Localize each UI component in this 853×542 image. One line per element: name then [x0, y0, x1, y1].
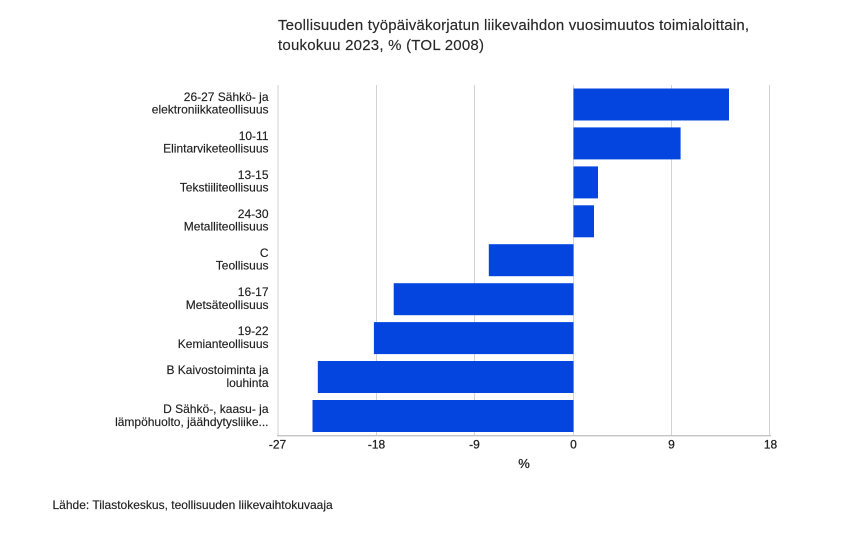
svg-text:0: 0 [570, 438, 577, 452]
svg-text:louhinta: louhinta [226, 376, 268, 390]
svg-text:Kemianteollisuus: Kemianteollisuus [178, 337, 269, 351]
svg-text:toukokuu 2023, % (TOL 2008): toukokuu 2023, % (TOL 2008) [278, 37, 484, 54]
svg-text:Metsäteollisuus: Metsäteollisuus [186, 298, 269, 312]
svg-text:B Kaivostoiminta ja: B Kaivostoiminta ja [166, 363, 268, 377]
svg-text:18: 18 [764, 438, 778, 452]
svg-text:C: C [260, 246, 269, 260]
svg-text:D Sähkö-, kaasu- ja: D Sähkö-, kaasu- ja [163, 402, 269, 416]
svg-text:Elintarviketeollisuus: Elintarviketeollisuus [163, 142, 268, 156]
svg-text:-27: -27 [269, 438, 287, 452]
svg-text:Metalliteollisuus: Metalliteollisuus [184, 220, 269, 234]
svg-text:lämpöhuolto, jäähdytysliike...: lämpöhuolto, jäähdytysliike... [115, 415, 268, 429]
svg-text:Tekstiiliteollisuus: Tekstiiliteollisuus [180, 181, 269, 195]
svg-text:19-22: 19-22 [238, 324, 269, 338]
svg-text:%: % [518, 456, 530, 471]
svg-text:26-27 Sähkö- ja: 26-27 Sähkö- ja [184, 90, 269, 104]
svg-text:elektroniikkateollisuus: elektroniikkateollisuus [152, 103, 269, 117]
svg-text:9: 9 [668, 438, 675, 452]
svg-text:Teollisuuden työpäiväkorjatun: Teollisuuden työpäiväkorjatun liikevaihd… [278, 17, 749, 34]
svg-text:10-11: 10-11 [239, 129, 269, 143]
svg-text:Lähde: Tilastokeskus, teollisu: Lähde: Tilastokeskus, teollisuuden liike… [53, 498, 333, 512]
svg-text:13-15: 13-15 [238, 168, 269, 182]
svg-text:Teollisuus: Teollisuus [216, 259, 269, 273]
svg-text:-9: -9 [469, 438, 480, 452]
svg-text:-18: -18 [368, 438, 386, 452]
svg-text:24-30: 24-30 [238, 207, 269, 221]
svg-text:16-17: 16-17 [238, 285, 269, 299]
